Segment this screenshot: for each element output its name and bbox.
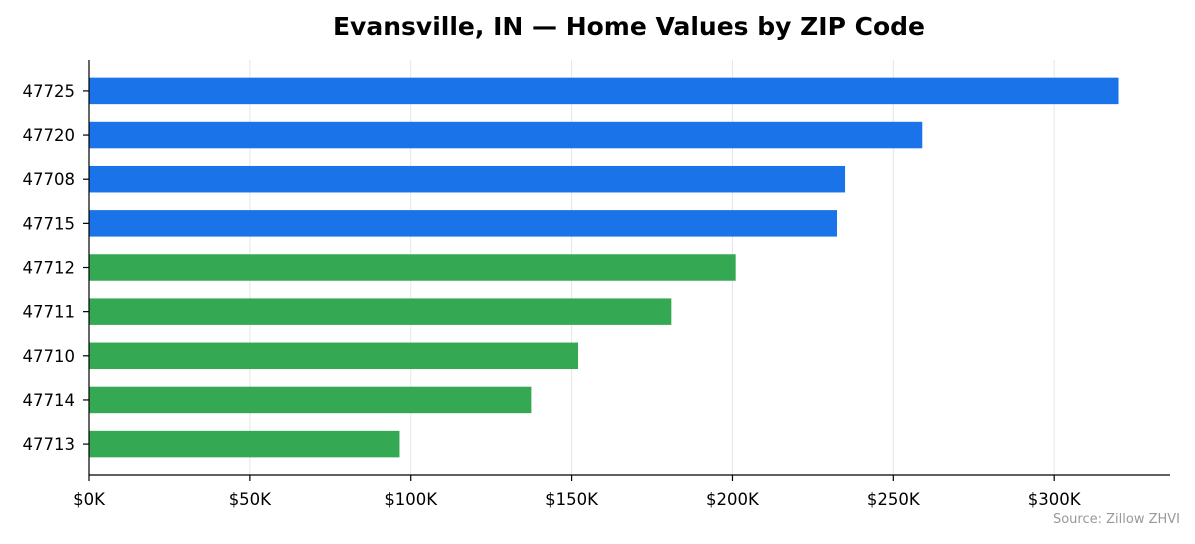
y-tick-label: 47720 [23,126,76,145]
x-tick-label: $150K [545,490,599,509]
x-tick-label: $50K [229,490,272,509]
chart-title: Evansville, IN — Home Values by ZIP Code [333,12,925,41]
bar-47714 [89,386,532,414]
bar-47725 [89,77,1119,105]
bar-47713 [89,430,400,458]
y-tick-label: 47725 [23,82,76,101]
y-tick-label: 47710 [23,347,76,366]
y-tick-label: 47708 [23,170,76,189]
x-tick-label: $100K [384,490,438,509]
bar-47708 [89,165,846,193]
bar-47715 [89,210,838,237]
bar-47720 [89,121,923,149]
bar-47712 [89,254,736,281]
y-tick-label: 47712 [23,259,76,278]
x-tick-label: $200K [706,490,760,509]
y-tick-labels: 47725 47720 47708 47715 47712 47711 47710 47714… [23,82,89,454]
bar-47710 [89,342,579,370]
source-note: Source: Zillow ZHVI [1052,512,1180,527]
y-tick-label: 47714 [23,391,76,410]
y-tick-label: 47713 [23,435,76,454]
bar-47711 [89,298,672,325]
x-tick-labels: $0K $50K $100K $150K $200K $250K $300K [73,475,1082,509]
x-tick-label: $0K [73,490,106,509]
y-tick-label: 47711 [23,303,76,322]
bars [89,77,1119,458]
y-tick-label: 47715 [23,214,76,233]
x-tick-label: $300K [1028,490,1082,509]
x-tick-label: $250K [867,490,921,509]
